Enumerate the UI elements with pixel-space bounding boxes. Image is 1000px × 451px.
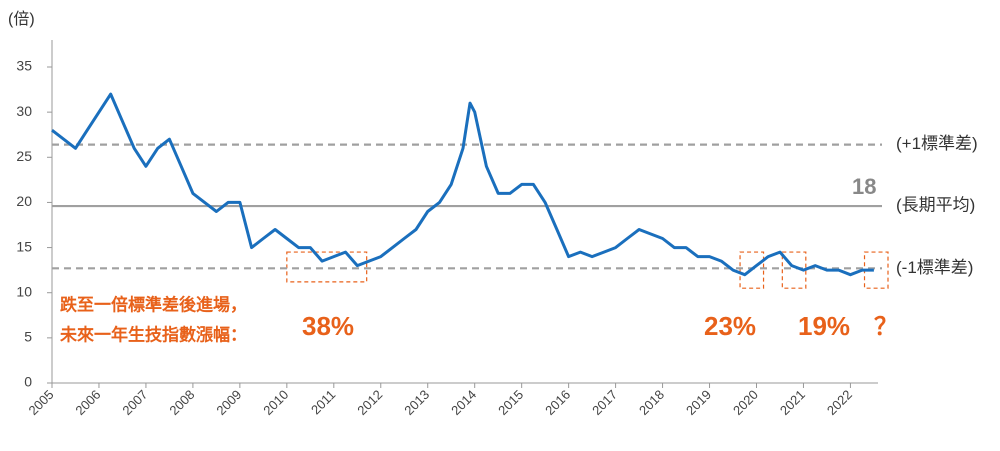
x-tick-label: 2009 (213, 387, 244, 418)
x-tick-label: 2016 (542, 387, 573, 418)
x-tick-label: 2020 (730, 387, 761, 418)
highlight-box (286, 251, 368, 283)
x-tick-label: 2012 (354, 387, 385, 418)
return-label: 23% (704, 311, 756, 341)
y-tick-label: 5 (24, 329, 32, 345)
annotation: 跌至一倍標準差後進場， (60, 294, 247, 314)
y-tick-label: 25 (16, 148, 32, 164)
reference-label: (長期平均) (896, 196, 975, 215)
y-tick-label: 30 (16, 103, 32, 119)
x-tick-label: 2008 (166, 387, 197, 418)
reference-label: (-1標準差) (896, 258, 973, 277)
highlight-box (739, 251, 765, 289)
highlight-box (781, 251, 807, 289)
x-tick-label: 2011 (308, 387, 338, 417)
y-tick-label: 15 (16, 238, 32, 254)
return-label: 38% (302, 311, 354, 341)
x-tick-label: 2010 (260, 387, 291, 418)
x-tick-label: 2022 (824, 387, 855, 418)
x-tick-label: 2017 (589, 387, 620, 418)
annotation: 未來一年生技指數漲幅： (59, 324, 247, 344)
x-tick-label: 2007 (119, 387, 150, 418)
reference-label: (+1標準差) (896, 134, 978, 153)
y-unit: (倍) (8, 10, 35, 28)
x-tick-label: 2021 (777, 387, 808, 418)
data-line (51, 92, 874, 277)
return-label: ？ (874, 313, 898, 340)
y-tick-label: 0 (24, 374, 32, 390)
x-tick-label: 2005 (25, 387, 56, 418)
x-tick-label: 2015 (495, 387, 526, 418)
y-tick-label: 10 (16, 283, 32, 299)
x-tick-label: 2018 (636, 387, 667, 418)
mean-annotation: 18 (852, 174, 876, 199)
x-tick-label: 2006 (72, 387, 103, 418)
x-tick-label: 2014 (448, 387, 479, 418)
return-label: 19% (798, 311, 850, 341)
y-tick-label: 20 (16, 193, 32, 209)
x-tick-label: 2019 (683, 387, 714, 418)
x-tick-label: 2013 (401, 387, 432, 418)
y-tick-label: 35 (16, 58, 32, 74)
